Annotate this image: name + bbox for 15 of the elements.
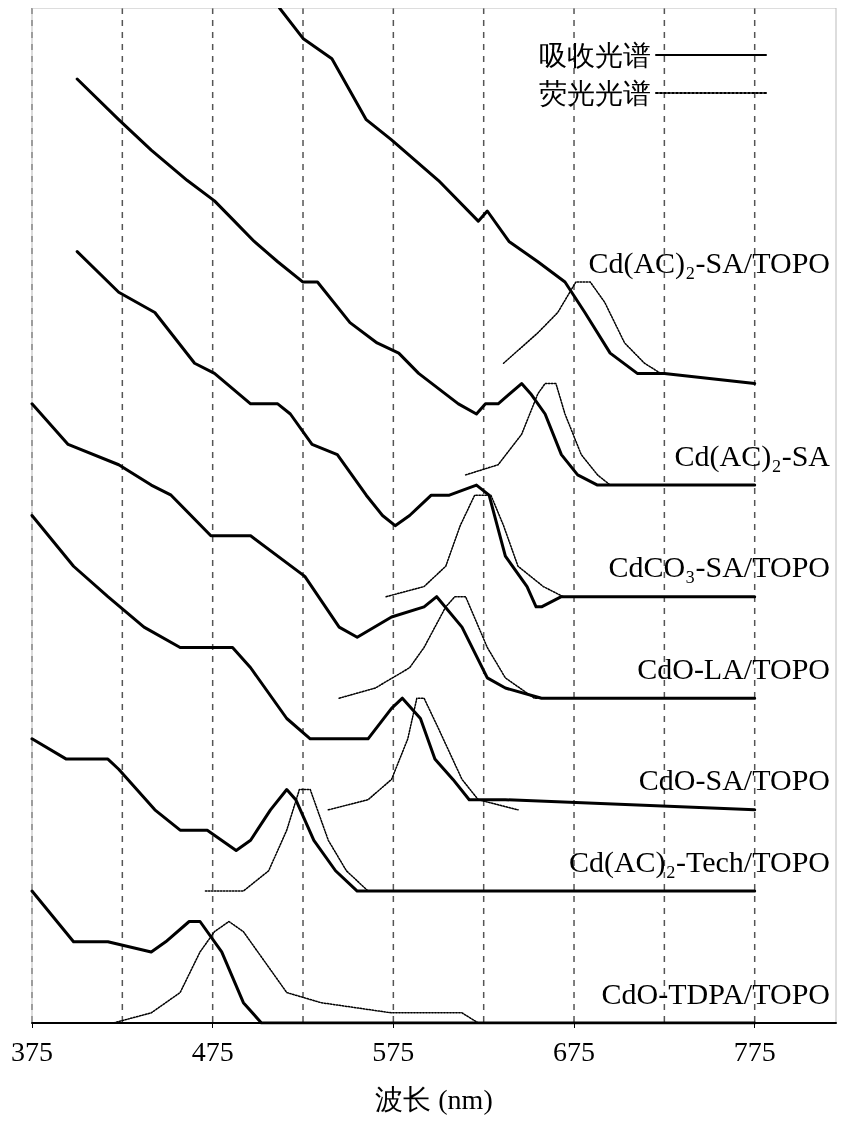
x-tick-label: 375 — [11, 1035, 53, 1067]
legend-label: 荧光光谱 — [539, 77, 651, 109]
annotation: CdO-LA/TOPO — [637, 651, 830, 685]
x-tick-label: 675 — [553, 1035, 596, 1067]
annotation: CdO-SA/TOPO — [638, 763, 830, 797]
annotation: CdO-TDPA/TOPO — [601, 976, 830, 1010]
x-tick-label: 775 — [733, 1035, 776, 1067]
x-tick-label: 475 — [191, 1035, 234, 1067]
legend-label: 吸收光谱 — [539, 39, 651, 71]
annotation: CdCO₃-SA/TOPO — [608, 550, 830, 584]
annotation: Cd(AC)₂-SA/TOPO — [588, 245, 830, 280]
annotation: Cd(AC)₂-Tech/TOPO — [568, 844, 830, 879]
annotation: Cd(AC)₂-SA — [674, 438, 831, 473]
x-axis-title: 波长 (nm) — [375, 1083, 493, 1115]
x-tick-label: 575 — [372, 1035, 415, 1067]
